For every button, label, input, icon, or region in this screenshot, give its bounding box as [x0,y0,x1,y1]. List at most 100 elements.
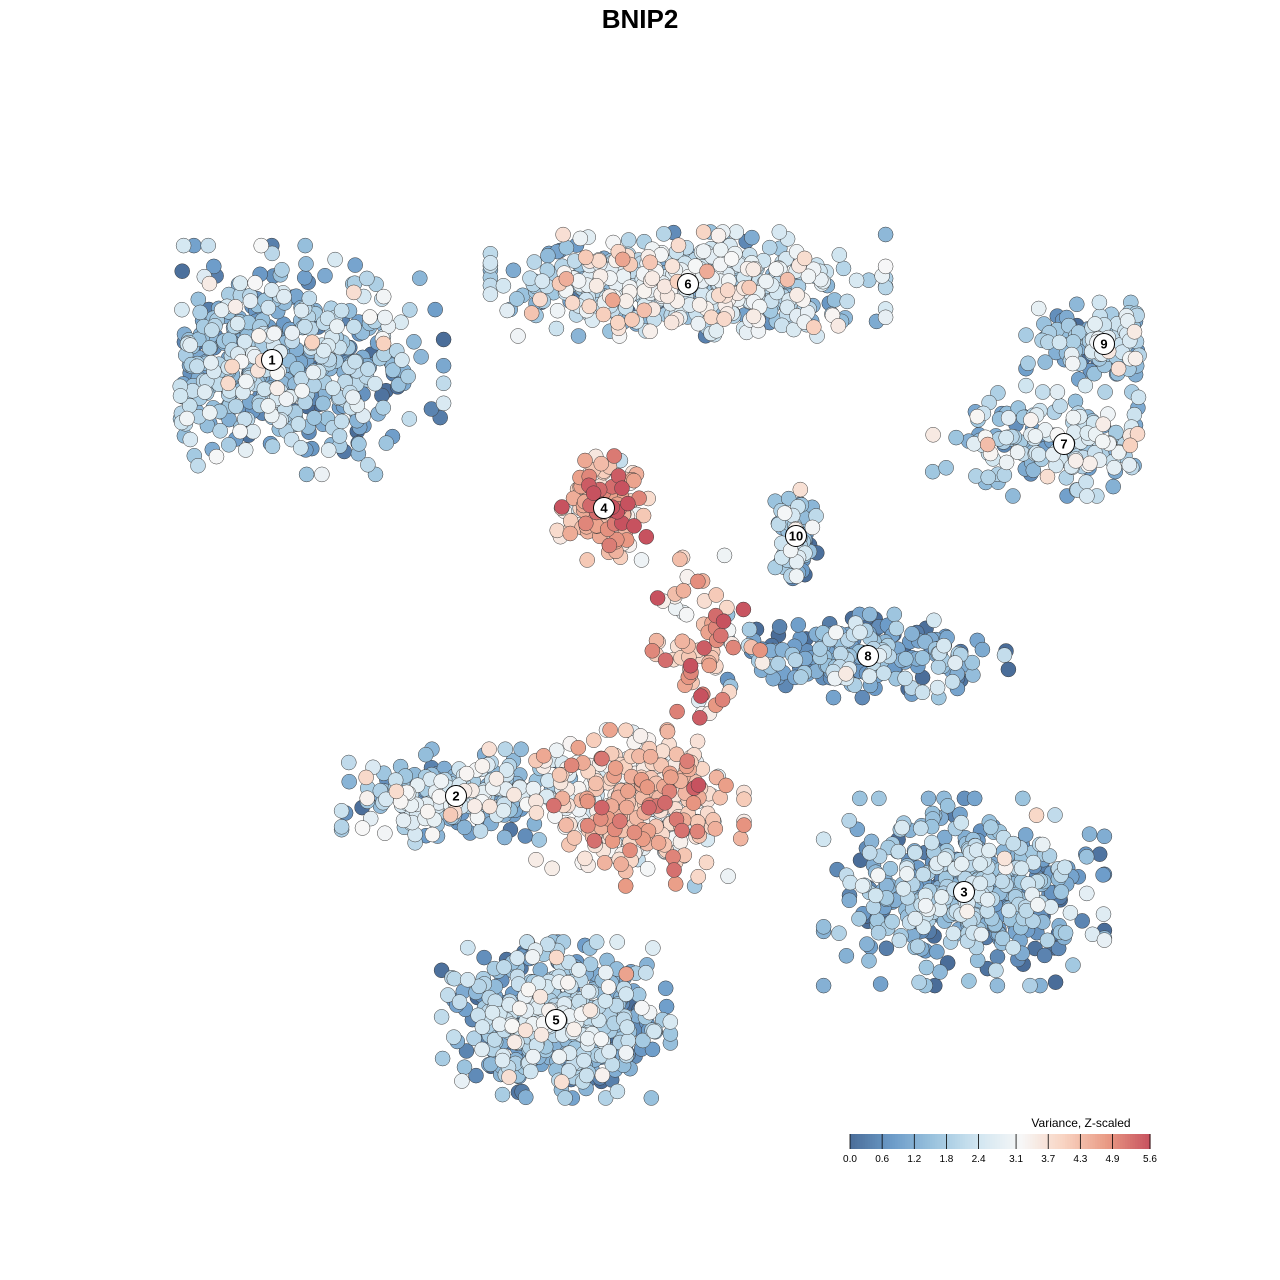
cell-point [1052,398,1068,414]
cell-point [549,302,566,319]
cell-point [788,568,805,584]
cell-point [294,383,310,399]
cell-point [899,866,915,882]
cell-point [1068,453,1084,469]
cell-point [401,411,418,427]
cell-point [664,258,681,274]
cell-point [315,395,331,412]
cell-point [578,1067,595,1084]
cell-point [929,679,946,696]
cell-point [796,250,813,267]
cell-point [831,925,847,941]
cell-point [914,684,931,701]
cell-point [293,302,310,319]
cell-point [602,722,618,738]
cell-point [290,416,307,432]
cell-point [771,224,788,240]
legend-color-step [1025,1134,1029,1149]
legend-color-step [1067,1134,1071,1149]
cell-point [964,654,981,671]
cluster-label: 1 [268,353,275,368]
cluster-label-badge [545,1009,567,1031]
cell-point [269,380,285,397]
legend-color-step [925,1134,929,1149]
cell-point [388,783,405,800]
cell-point [174,263,190,279]
cluster-label: 8 [864,649,871,664]
cell-point [260,398,276,414]
cell-point [793,669,809,685]
cell-point [932,964,948,980]
cell-point [657,652,674,668]
cell-point [596,855,613,871]
cell-point [505,262,522,279]
cell-point [320,442,337,458]
cell-point [305,364,322,381]
legend-color-step [1140,1134,1144,1149]
cell-point [641,799,657,816]
cell-point [969,408,986,425]
cell-point [433,1009,450,1025]
cell-point [1105,478,1121,495]
cell-point [944,674,961,690]
cell-point [658,998,675,1015]
cell-point [877,309,894,326]
cell-point [314,466,330,483]
cell-point [691,297,708,313]
cell-point [714,691,731,708]
cell-point [745,261,762,278]
cell-point [586,833,603,849]
cell-point [204,322,220,338]
cell-point [190,291,207,308]
cell-point [474,1019,491,1035]
cell-point [494,1086,511,1103]
legend-color-step [1125,1134,1129,1149]
cell-point [689,733,706,750]
legend-color-step [987,1134,991,1149]
cell-point [359,790,375,806]
cell-point [815,919,832,935]
cell-point [420,803,436,820]
cell-point [522,1063,539,1080]
cell-point [1065,957,1081,973]
cell-point [1065,409,1082,426]
legend-color-step [1092,1134,1096,1149]
cell-point [221,437,237,453]
cell-point [385,362,401,378]
cluster-label: 7 [1060,437,1067,452]
cell-point [1022,977,1038,994]
legend-color-step [977,1134,981,1149]
cell-point [367,375,383,392]
cell-point [725,639,742,656]
cell-point [1028,807,1045,823]
cell-point [878,940,895,957]
cell-point [936,637,952,654]
cell-point [306,410,322,426]
cell-point [1030,300,1047,317]
cell-point [674,633,691,650]
legend-color-step [1107,1134,1111,1149]
cell-point [939,798,956,814]
legend-color-step [962,1134,966,1149]
cell-point [442,807,459,823]
cell-point [852,790,868,807]
legend-color-step [1027,1134,1031,1149]
cell-point [413,349,429,365]
cell-point [593,455,609,472]
cell-point [859,936,875,952]
cell-point [707,821,724,837]
cell-point [525,780,542,797]
cell-point [238,373,254,390]
legend-color-step [860,1134,864,1149]
cell-point [936,851,953,867]
legend-color-step [1050,1134,1054,1149]
cell-point [966,790,983,807]
cell-point [1091,846,1108,862]
cell-point [251,328,267,344]
cell-point [1049,384,1066,400]
legend-color-step [1000,1134,1004,1149]
cell-point [609,934,625,950]
cell-point [915,866,932,883]
legend-color-step [980,1134,984,1149]
legend-color-step [1127,1134,1131,1149]
